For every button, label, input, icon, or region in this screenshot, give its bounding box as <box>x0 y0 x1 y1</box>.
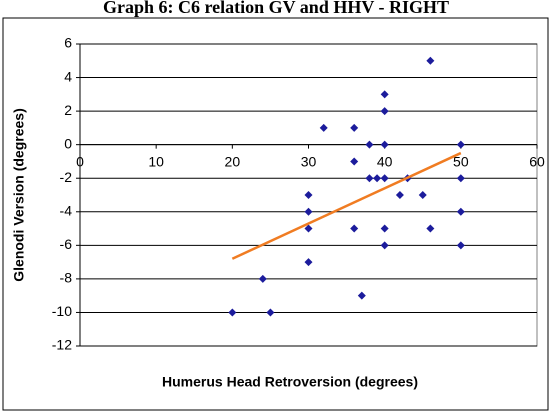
x-axis-label: Humerus Head Retroversion (degrees) <box>162 374 418 390</box>
data-point <box>373 174 382 183</box>
data-point <box>380 140 389 149</box>
data-point <box>350 123 359 132</box>
data-point <box>304 191 313 199</box>
y-tick-label: 2 <box>64 102 72 118</box>
y-axis-label: Glenodi Version (degrees) <box>11 108 27 282</box>
data-point <box>380 90 389 99</box>
data-point <box>258 274 267 283</box>
y-tick-label: -2 <box>60 169 73 185</box>
data-point <box>304 258 313 267</box>
y-tick-label: 0 <box>64 135 72 151</box>
data-point <box>456 207 465 216</box>
x-tick-label: 50 <box>453 153 469 169</box>
trendline <box>231 151 462 260</box>
y-tick-label: -6 <box>60 236 73 252</box>
data-point <box>418 191 427 199</box>
data-point <box>380 174 389 183</box>
data-point <box>426 56 435 65</box>
data-point <box>395 191 404 199</box>
x-tick-label: 40 <box>377 153 393 169</box>
y-tick-label: -8 <box>60 270 73 286</box>
y-tick-label: -4 <box>60 202 73 218</box>
data-point <box>350 224 359 233</box>
data-point <box>456 174 465 183</box>
data-point <box>319 123 328 132</box>
data-point <box>380 107 389 116</box>
data-point <box>456 140 465 149</box>
data-point <box>380 241 389 250</box>
x-tick-label: 0 <box>76 153 84 169</box>
data-point <box>304 207 313 216</box>
data-point <box>426 224 435 233</box>
chart-title: Graph 6: C6 relation GV and HHV - RIGHT <box>103 0 449 17</box>
data-point <box>456 241 465 250</box>
data-point <box>350 157 359 166</box>
y-tick-label: -10 <box>52 303 72 319</box>
data-point <box>365 140 374 149</box>
x-tick-label: 60 <box>529 153 545 169</box>
y-tick-label: -12 <box>52 337 72 353</box>
data-point <box>228 308 237 317</box>
x-tick-label: 30 <box>301 153 317 169</box>
y-tick-label: 6 <box>64 35 72 51</box>
data-point <box>380 224 389 233</box>
x-tick-label: 10 <box>148 153 164 169</box>
y-tick-label: 4 <box>64 68 72 84</box>
data-point <box>304 224 313 233</box>
data-point <box>266 308 275 317</box>
x-tick-label: 20 <box>225 153 241 169</box>
data-point <box>357 291 366 300</box>
data-point <box>365 174 374 183</box>
